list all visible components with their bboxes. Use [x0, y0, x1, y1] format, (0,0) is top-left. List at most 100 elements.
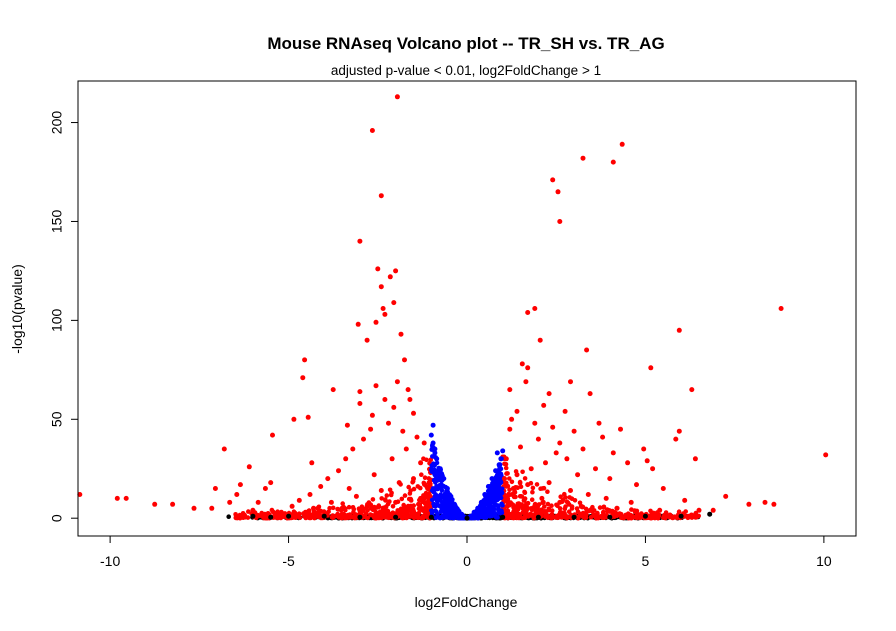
significant-point: [515, 485, 520, 491]
data-point: [578, 503, 584, 509]
significant-point: [296, 511, 302, 516]
significant-point: [426, 476, 432, 481]
significant-point: [632, 509, 638, 515]
data-point: [350, 446, 356, 452]
data-point: [346, 486, 352, 491]
y-tick-label: 0: [49, 514, 65, 522]
significant-point: [528, 513, 534, 518]
significant-point: [361, 514, 367, 519]
small-fc-point: [492, 502, 498, 508]
significant-point: [557, 506, 563, 511]
data-point: [541, 402, 547, 408]
y-tick-label: 100: [49, 308, 65, 332]
significant-point: [379, 509, 385, 514]
small-fc-point: [486, 512, 491, 517]
small-fc-point: [491, 482, 497, 487]
small-fc-point: [493, 495, 498, 501]
significant-point: [524, 511, 529, 516]
data-point: [503, 456, 509, 462]
data-point: [614, 505, 620, 511]
significant-point: [562, 510, 567, 516]
significant-point: [689, 512, 694, 518]
small-fc-point: [437, 515, 443, 520]
y-tick-label: 50: [49, 411, 65, 427]
significant-point: [384, 493, 390, 498]
significant-point: [415, 512, 421, 518]
data-point: [593, 466, 598, 472]
significant-point: [379, 496, 385, 501]
small-fc-point: [490, 508, 496, 514]
significant-point: [525, 500, 531, 506]
data-point: [378, 488, 384, 493]
data-point: [518, 444, 523, 450]
small-fc-point: [489, 500, 494, 505]
significant-point: [390, 504, 396, 509]
data-point: [619, 141, 625, 147]
significant-point: [569, 496, 575, 502]
data-point: [296, 497, 302, 503]
significant-point: [506, 515, 512, 520]
significant-point: [399, 496, 405, 502]
data-point: [696, 507, 702, 513]
data-point: [418, 495, 424, 501]
data-point: [618, 426, 623, 432]
data-point: [221, 446, 227, 452]
significant-point: [340, 501, 346, 506]
significant-point: [591, 512, 596, 518]
small-fc-point: [496, 508, 501, 513]
data-point: [596, 420, 602, 426]
significant-point: [520, 515, 526, 521]
significant-point: [511, 494, 517, 500]
significant-point: [339, 515, 344, 521]
data-point: [398, 331, 404, 337]
significant-point: [405, 505, 411, 511]
significant-point: [593, 515, 599, 521]
significant-point: [370, 507, 376, 513]
data-point: [357, 401, 363, 406]
data-point: [357, 389, 363, 395]
data-point: [510, 486, 516, 491]
data-point: [535, 436, 541, 442]
data-point: [278, 509, 284, 515]
significant-point: [546, 507, 552, 513]
x-tick-label: -10: [100, 553, 120, 569]
small-fc-point: [497, 493, 503, 498]
significant-point: [520, 469, 525, 475]
data-point: [535, 514, 541, 520]
significant-point: [600, 510, 606, 516]
data-point: [234, 492, 240, 497]
data-point: [396, 480, 402, 486]
data-point: [212, 486, 218, 491]
significant-point: [522, 476, 528, 481]
data-point: [500, 448, 506, 454]
data-point: [523, 379, 529, 385]
significant-point: [396, 511, 402, 517]
data-point: [309, 460, 315, 466]
data-point: [209, 505, 215, 511]
small-fc-point: [494, 478, 499, 484]
data-point: [562, 408, 568, 414]
data-point: [571, 514, 577, 520]
y-axis: 0 50 100 150 200: [49, 111, 79, 522]
significant-point: [614, 513, 620, 519]
significant-point: [578, 512, 584, 518]
data-point: [537, 337, 543, 343]
data-point: [580, 446, 586, 452]
significant-point: [370, 497, 376, 502]
small-fc-point: [433, 508, 438, 514]
small-fc-point: [431, 486, 436, 492]
data-point: [382, 397, 388, 402]
data-point: [507, 426, 513, 432]
significant-point: [649, 514, 655, 520]
data-point: [525, 310, 531, 315]
data-point: [411, 410, 416, 416]
data-point: [568, 379, 573, 385]
data-point: [575, 472, 581, 478]
significant-point: [544, 512, 550, 518]
significant-point: [415, 484, 421, 489]
significant-point: [306, 513, 312, 519]
data-point: [546, 391, 552, 397]
data-point: [375, 266, 381, 272]
data-point: [553, 450, 559, 456]
significant-point: [516, 515, 522, 521]
